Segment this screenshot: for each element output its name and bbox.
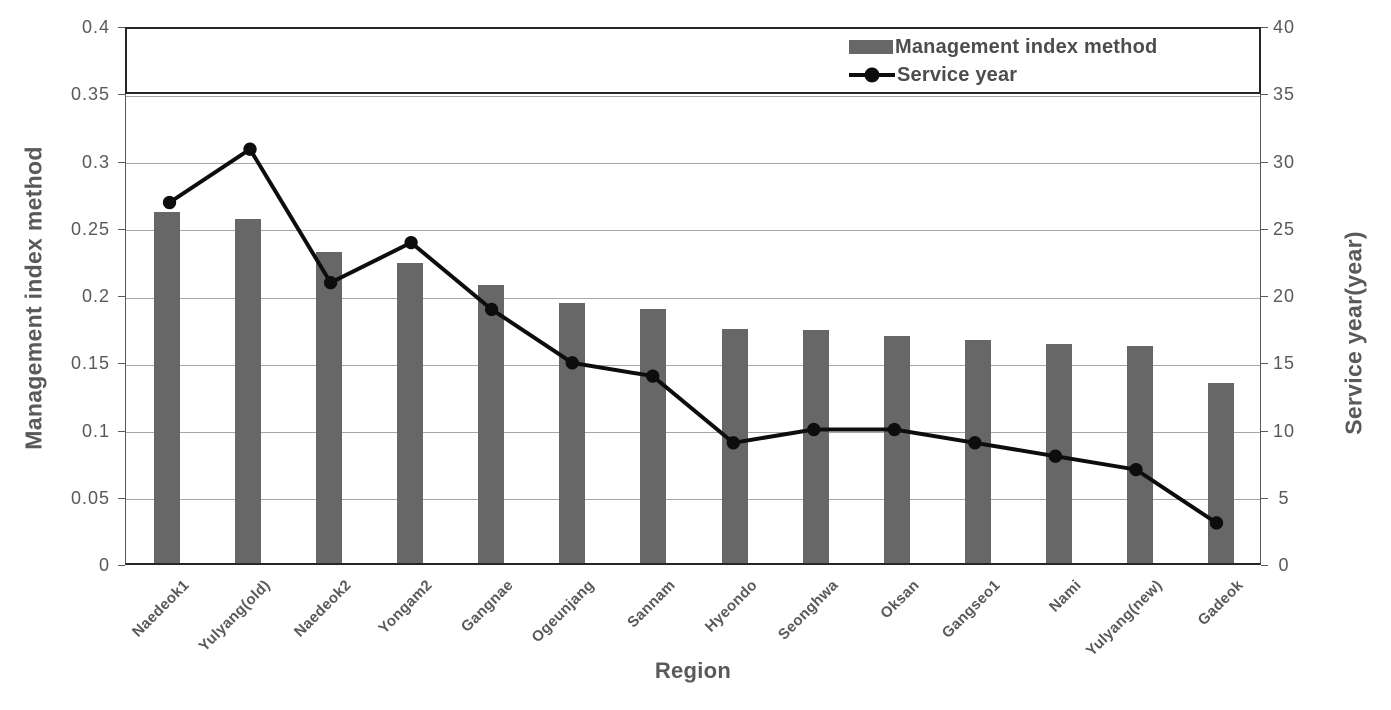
right-axis-tick-label: 15 [1272, 353, 1296, 373]
gridline [126, 298, 1260, 299]
line-point-oksan [887, 422, 902, 437]
line-series [162, 142, 1224, 530]
line-point-naedeok1 [162, 195, 177, 210]
left-axis-tick-label: 0.15 [70, 353, 110, 373]
axis-tick [118, 229, 125, 230]
axis-tick [118, 27, 125, 28]
gridline [126, 230, 1260, 231]
x-axis-title: Region [654, 658, 732, 683]
bar-gangnae [478, 285, 505, 563]
left-axis-tick-label: 0.2 [81, 286, 110, 306]
line-point-gadeok [1209, 516, 1224, 530]
axis-tick [1261, 565, 1268, 566]
line-point-sannam [646, 369, 660, 383]
left-axis-tick-label: 0.25 [70, 219, 110, 239]
right-axis-tick-label: 30 [1272, 152, 1296, 172]
bar-ogeunjang [559, 303, 586, 563]
service-year-line [168, 146, 1218, 525]
axis-tick [118, 296, 125, 297]
legend-label-line: Service year [897, 63, 1018, 86]
line-point-yongam2 [404, 235, 418, 250]
axis-tick [1261, 296, 1268, 297]
axis-tick [1261, 363, 1268, 364]
line-point-gangnae [484, 302, 499, 317]
axis-tick [118, 94, 125, 95]
bar-gadeok [1208, 383, 1235, 563]
left-axis-tick-label: 0.3 [81, 152, 110, 172]
bar-swatch-icon [849, 40, 893, 54]
axis-tick [118, 431, 125, 432]
right-axis-tick-label: 0 [1278, 555, 1290, 575]
bar-naedeok2 [315, 252, 342, 563]
gridline [126, 499, 1260, 500]
legend-entry-bar: Management index method [849, 33, 1157, 61]
left-axis-tick-label: 0 [98, 555, 110, 575]
line-point-nami [1048, 449, 1063, 463]
bar-sannam [640, 309, 667, 563]
line-point-hyeondo [726, 436, 740, 450]
right-axis-title: Service year(year) [1340, 231, 1367, 435]
axis-tick [1261, 498, 1268, 499]
bar-yulyang-new- [1127, 346, 1154, 563]
legend: Management index method Service year [125, 27, 1261, 94]
gridline [126, 96, 1260, 97]
axis-tick [1261, 431, 1268, 432]
axis-tick [1261, 162, 1268, 163]
right-axis-tick-label: 40 [1272, 17, 1296, 37]
line-point-naedeok2 [323, 276, 338, 290]
axis-tick [118, 498, 125, 499]
bar-gangseo1 [965, 340, 991, 563]
axis-tick [1261, 27, 1268, 28]
bar-yulyang-old- [234, 219, 261, 563]
legend-entry-line: Service year [849, 61, 1157, 89]
line-point-yulyang-old- [243, 142, 257, 156]
right-axis-tick-label: 5 [1278, 488, 1290, 508]
bar-oksan [883, 336, 910, 563]
gridline [126, 163, 1260, 164]
axis-tick [118, 363, 125, 364]
bar-yongam2 [397, 263, 423, 563]
plot-area [125, 27, 1261, 565]
line-point-gangseo1 [968, 436, 982, 450]
right-axis-tick-label: 20 [1272, 286, 1296, 306]
legend-label-bar: Management index method [895, 35, 1158, 58]
axis-tick [1261, 229, 1268, 230]
legend-entries: Management index method Service year [849, 33, 1157, 89]
gridline [126, 365, 1260, 366]
axis-tick [118, 565, 125, 566]
axis-tick [118, 162, 125, 163]
right-axis-tick-label: 35 [1272, 84, 1296, 104]
line-point-yulyang-new- [1129, 462, 1143, 477]
line-marker-icon [849, 67, 895, 83]
right-axis-tick-label: 25 [1272, 219, 1296, 239]
gridline [126, 432, 1260, 433]
line-point-ogeunjang [565, 356, 579, 370]
left-axis-tick-label: 0.05 [70, 488, 110, 508]
bar-seonghwa [802, 330, 829, 563]
axis-tick [1261, 94, 1268, 95]
left-axis-tick-label: 0.35 [70, 84, 110, 104]
line-point-seonghwa [807, 422, 821, 437]
left-axis-tick-label: 0.1 [81, 421, 110, 441]
left-axis-tick-label: 0.4 [81, 17, 110, 37]
bar-naedeok1 [153, 212, 180, 563]
right-axis-tick-label: 10 [1272, 421, 1296, 441]
